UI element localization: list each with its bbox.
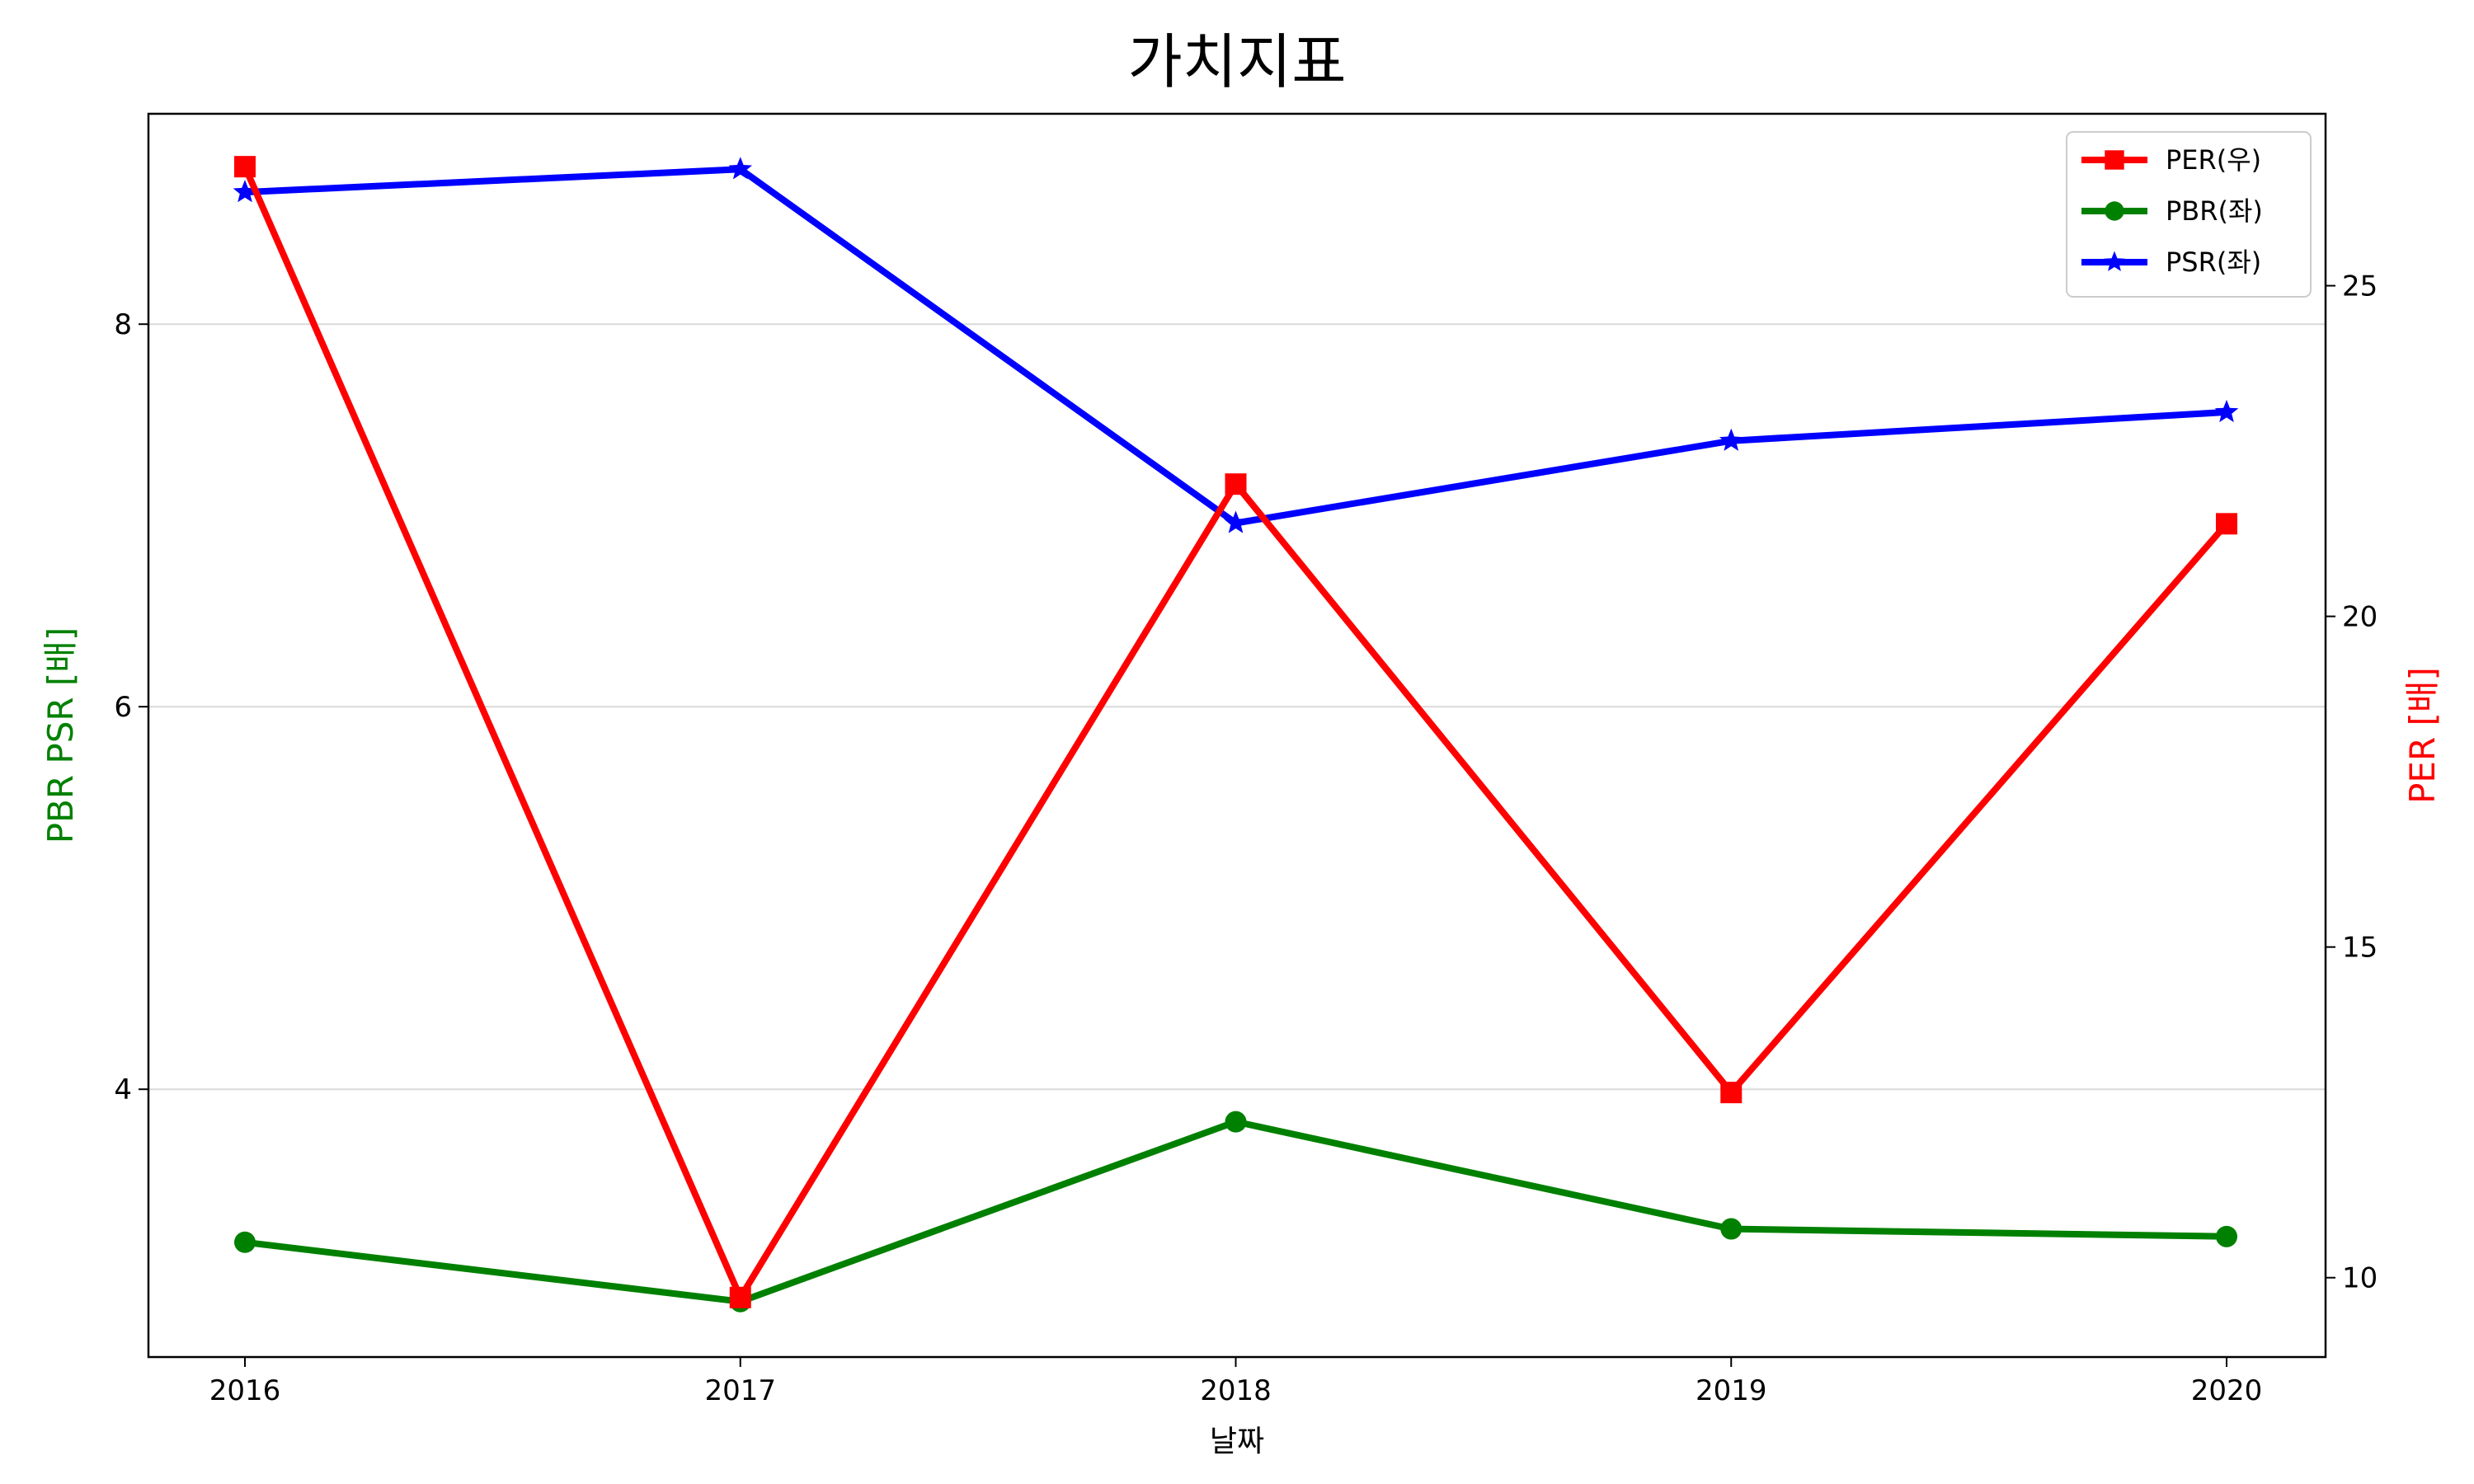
right-y-axis-label: PER [배]	[2402, 667, 2443, 804]
data-point-pbr	[234, 1231, 256, 1253]
legend-swatch-marker	[2105, 201, 2124, 221]
data-point-per	[729, 1286, 751, 1308]
y-tick-label-left: 8	[114, 308, 132, 341]
data-point-psr	[728, 157, 752, 180]
y-tick-label-left: 6	[114, 691, 132, 724]
legend-box	[2066, 131, 2312, 298]
data-point-pbr	[1225, 1111, 1247, 1133]
right-y-axis: 10 15 20 25	[2326, 270, 2378, 1295]
x-tick-label: 2020	[2191, 1374, 2263, 1407]
x-tick-label: 2016	[209, 1374, 281, 1407]
data-point-psr	[1224, 510, 1248, 533]
data-point-pbr	[1720, 1218, 1743, 1240]
x-tick-label: 2018	[1200, 1374, 1272, 1407]
data-point-psr	[2214, 399, 2239, 423]
data-point-per	[234, 156, 256, 178]
x-tick-label: 2017	[704, 1374, 776, 1407]
y-tick-label-right: 20	[2342, 601, 2378, 634]
y-tick-label-right: 15	[2342, 932, 2378, 965]
data-point-psr	[1719, 428, 1743, 451]
y-tick-label-left: 4	[114, 1073, 132, 1106]
gridlines	[148, 323, 2326, 1091]
legend-label: PER(우)	[2166, 144, 2261, 176]
left-y-axis-label: PBR PSR [배]	[40, 627, 81, 844]
legend-swatch-marker	[2105, 150, 2124, 170]
data-series	[233, 156, 2239, 1313]
chart-title: 가치지표	[1128, 27, 1347, 96]
y-tick-label-right: 25	[2342, 270, 2378, 303]
legend-label: PSR(좌)	[2166, 247, 2261, 278]
x-axis: 2016 2017 2018 2019 2020	[209, 1357, 2263, 1407]
data-point-per	[2216, 513, 2237, 535]
x-tick-label: 2019	[1696, 1374, 1767, 1407]
data-point-pbr	[2216, 1225, 2237, 1247]
x-axis-label: 날짜	[1210, 1425, 1264, 1458]
left-y-axis: 4 6 8	[114, 308, 148, 1106]
data-point-psr	[233, 180, 257, 203]
data-point-per	[1720, 1082, 1743, 1104]
legend-label: PBR(좌)	[2166, 195, 2263, 227]
plot-frame	[147, 112, 2327, 1359]
data-point-per	[1225, 473, 1247, 495]
y-tick-label-right: 10	[2342, 1262, 2378, 1295]
legend-swatch-marker	[2104, 251, 2125, 271]
legend: PER(우) PBR(좌) PSR(좌)	[2066, 131, 2312, 298]
